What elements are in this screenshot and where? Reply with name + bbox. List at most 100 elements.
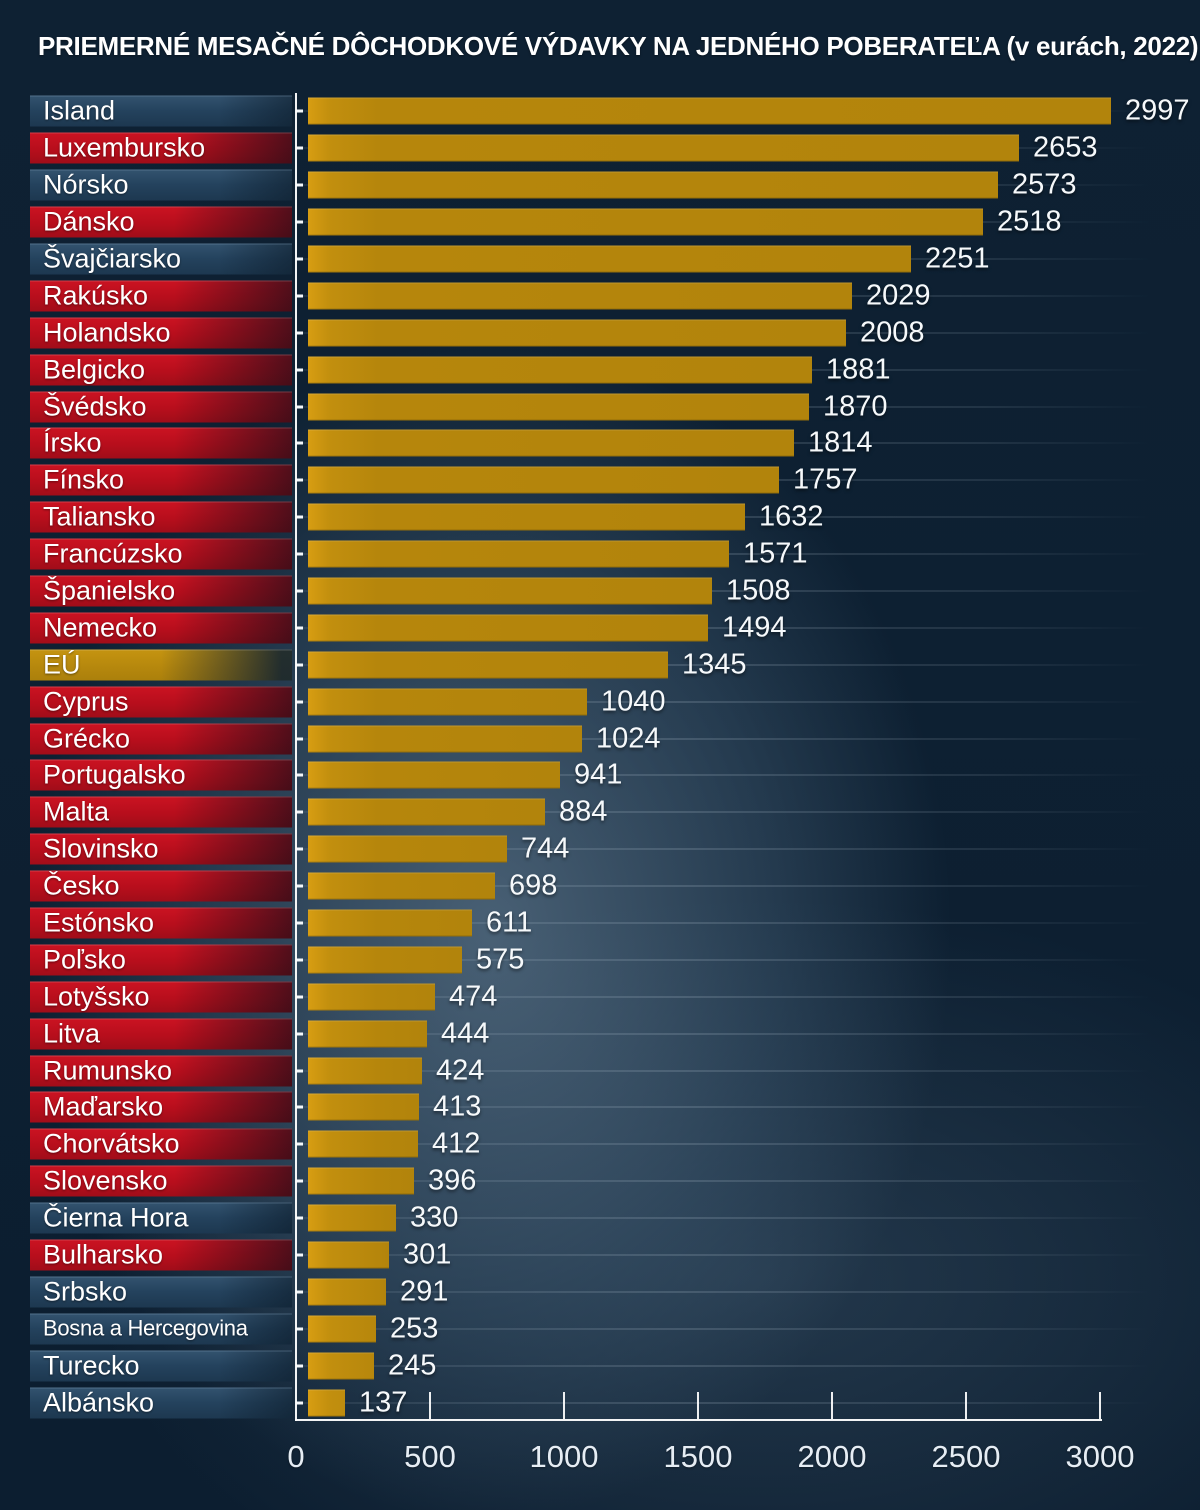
country-label: Poľsko bbox=[30, 944, 292, 976]
country-label-text: Turecko bbox=[43, 1350, 140, 1381]
axis-row-tick bbox=[296, 294, 303, 298]
chart-row: Poľsko 575 bbox=[0, 941, 1200, 978]
chart-row: Švédsko 1870 bbox=[0, 388, 1200, 425]
chart-row: Fínsko 1757 bbox=[0, 462, 1200, 499]
axis-row-tick bbox=[296, 1364, 303, 1368]
value-label: 1632 bbox=[759, 500, 824, 533]
chart-row: Holandsko 2008 bbox=[0, 314, 1200, 351]
axis-row-tick bbox=[296, 700, 303, 704]
value-bar bbox=[308, 872, 495, 900]
value-bar bbox=[308, 798, 545, 826]
axis-row-tick bbox=[296, 220, 303, 224]
axis-row-tick bbox=[296, 1401, 303, 1405]
country-label: Portugalsko bbox=[30, 759, 292, 791]
axis-row-tick bbox=[296, 515, 303, 519]
value-label: 1757 bbox=[793, 463, 858, 496]
country-label: Luxembursko bbox=[30, 132, 292, 164]
chart-row: Francúzsko 1571 bbox=[0, 536, 1200, 573]
chart-row: Grécko 1024 bbox=[0, 720, 1200, 757]
country-label-text: Holandsko bbox=[43, 317, 171, 348]
axis-row-tick bbox=[296, 368, 303, 372]
value-bar bbox=[308, 1315, 376, 1343]
axis-row-tick bbox=[296, 1327, 303, 1331]
country-label-text: Bulharsko bbox=[43, 1239, 164, 1270]
axis-row-tick bbox=[296, 478, 303, 482]
value-bar bbox=[308, 171, 998, 199]
value-bar bbox=[308, 1352, 374, 1380]
x-axis-tick bbox=[1099, 1392, 1101, 1419]
value-label: 413 bbox=[433, 1090, 482, 1123]
x-axis-tick bbox=[563, 1392, 565, 1419]
value-bar bbox=[308, 725, 582, 753]
value-label: 253 bbox=[390, 1312, 439, 1345]
value-label: 2653 bbox=[1033, 131, 1098, 164]
value-bar bbox=[308, 245, 911, 273]
country-label: Estónsko bbox=[30, 907, 292, 939]
value-label: 1024 bbox=[596, 722, 661, 755]
value-bar bbox=[308, 1057, 422, 1085]
value-label: 1571 bbox=[743, 537, 808, 570]
value-label: 941 bbox=[574, 758, 623, 791]
country-label: Rumunsko bbox=[30, 1055, 292, 1087]
country-label-text: Česko bbox=[43, 870, 120, 901]
value-label: 301 bbox=[403, 1238, 452, 1271]
row-guide-line bbox=[296, 811, 1150, 813]
country-label: EÚ bbox=[30, 649, 292, 681]
value-bar bbox=[308, 97, 1111, 125]
value-bar bbox=[308, 909, 472, 937]
x-axis-tick bbox=[429, 1392, 431, 1419]
country-label-text: Lotyšsko bbox=[43, 981, 150, 1012]
country-label-text: Malta bbox=[43, 796, 110, 827]
country-label: Dánsko bbox=[30, 206, 292, 238]
chart-row: Turecko 245 bbox=[0, 1347, 1200, 1384]
country-label-text: Španielsko bbox=[43, 575, 176, 606]
country-label: Švédsko bbox=[30, 391, 292, 423]
axis-row-tick bbox=[296, 847, 303, 851]
chart-row: EÚ 1345 bbox=[0, 646, 1200, 683]
row-guide-line bbox=[296, 1217, 1150, 1219]
chart-row: Česko 698 bbox=[0, 868, 1200, 905]
row-guide-line bbox=[296, 701, 1150, 703]
country-label-text: Rumunsko bbox=[43, 1055, 173, 1086]
chart-row: Čierna Hora 330 bbox=[0, 1200, 1200, 1237]
row-guide-line bbox=[296, 922, 1150, 924]
country-label-text: Belgicko bbox=[43, 354, 146, 385]
value-bar bbox=[308, 319, 846, 347]
country-label: Holandsko bbox=[30, 317, 292, 349]
country-label-text: Poľsko bbox=[43, 944, 126, 975]
value-label: 2573 bbox=[1012, 168, 1077, 201]
row-guide-line bbox=[296, 1291, 1150, 1293]
chart-row: Írsko 1814 bbox=[0, 425, 1200, 462]
chart-row: Estónsko 611 bbox=[0, 905, 1200, 942]
axis-row-tick bbox=[296, 146, 303, 150]
row-guide-line bbox=[296, 1143, 1150, 1145]
value-label: 1345 bbox=[682, 648, 747, 681]
country-label-text: Švajčiarsko bbox=[43, 243, 182, 274]
country-label: Bulharsko bbox=[30, 1239, 292, 1271]
value-label: 611 bbox=[486, 906, 533, 939]
country-label: Taliansko bbox=[30, 501, 292, 533]
country-label-text: Nórsko bbox=[43, 169, 129, 200]
value-bar bbox=[308, 1167, 414, 1195]
country-label-text: Cyprus bbox=[43, 686, 129, 717]
axis-row-tick bbox=[296, 1290, 303, 1294]
axis-row-tick bbox=[296, 1216, 303, 1220]
country-label-text: Čierna Hora bbox=[43, 1202, 189, 1233]
axis-row-tick bbox=[296, 1069, 303, 1073]
x-axis-label: 2000 bbox=[797, 1439, 867, 1474]
country-label: Nemecko bbox=[30, 612, 292, 644]
chart-row: Litva 444 bbox=[0, 1015, 1200, 1052]
row-guide-line bbox=[296, 1106, 1150, 1108]
row-guide-line bbox=[296, 627, 1150, 629]
value-bar bbox=[308, 651, 668, 679]
value-bar bbox=[308, 1093, 419, 1121]
chart-row: Cyprus 1040 bbox=[0, 683, 1200, 720]
value-label: 474 bbox=[449, 980, 498, 1013]
axis-row-tick bbox=[296, 109, 303, 113]
country-label: Chorvátsko bbox=[30, 1128, 292, 1160]
value-label: 137 bbox=[359, 1386, 408, 1419]
row-guide-line bbox=[296, 1070, 1150, 1072]
row-guide-line bbox=[296, 738, 1150, 740]
chart-row: Rumunsko 424 bbox=[0, 1052, 1200, 1089]
axis-row-tick bbox=[296, 810, 303, 814]
